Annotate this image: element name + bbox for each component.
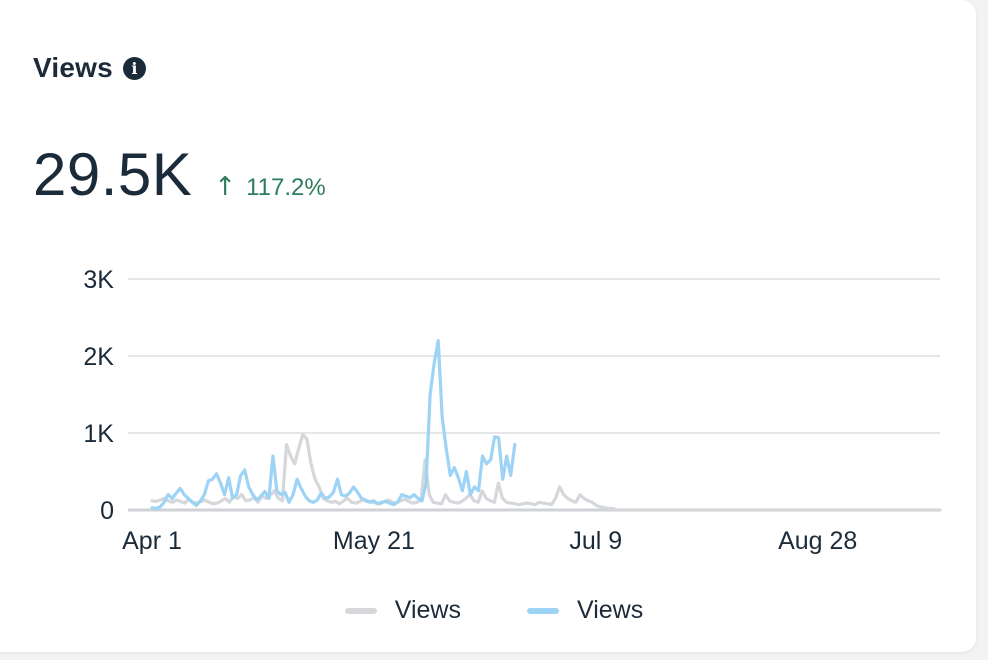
delta-badge: ↑ 117.2% [214, 172, 325, 202]
legend-swatch [527, 607, 559, 614]
chart-legend: Views Views [0, 596, 988, 625]
legend-item-0[interactable]: Views [344, 596, 461, 625]
series-line-1 [150, 339, 517, 511]
views-line-chart: 0 1K 2K 3K Apr 1 May 21 Jul 9 Aug 28 [83, 266, 942, 555]
y-tick-label: 0 [100, 497, 114, 525]
y-axis-ticks: 0 1K 2K 3K [83, 266, 114, 525]
y-tick-label: 2K [83, 343, 114, 371]
x-tick-label: May 21 [333, 527, 415, 555]
info-icon[interactable]: i [122, 56, 146, 80]
delta-percent: 117.2% [246, 174, 326, 201]
chart-series [150, 339, 942, 512]
y-tick-label: 3K [83, 266, 114, 294]
x-axis-ticks: Apr 1 May 21 Jul 9 Aug 28 [122, 527, 857, 555]
arrow-up-icon: ↑ [214, 172, 237, 202]
x-tick-label: Jul 9 [569, 527, 622, 555]
x-tick-label: Apr 1 [122, 527, 182, 555]
y-tick-label: 1K [83, 420, 114, 448]
card-header: Views i [33, 52, 146, 84]
legend-swatch [344, 607, 377, 614]
legend-label: Views [577, 596, 644, 624]
views-card: Views i 29.5K ↑ 117.2% 0 1K 2K 3K Apr 1 May … [0, 0, 976, 652]
legend-label: Views [394, 596, 461, 624]
total-views-value: 29.5K [33, 141, 193, 208]
metric-summary: 29.5K ↑ 117.2% [33, 140, 326, 209]
card-title: Views [33, 52, 113, 83]
legend-item-1[interactable]: Views [527, 596, 643, 625]
chart-grid [128, 278, 940, 512]
x-tick-label: Aug 28 [778, 527, 857, 555]
